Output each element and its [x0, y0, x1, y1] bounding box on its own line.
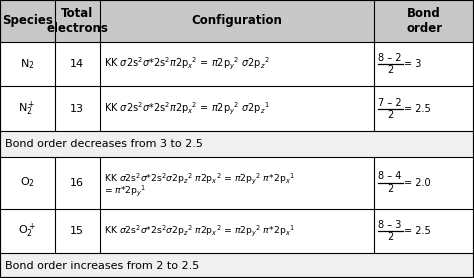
Text: O$_2$: O$_2$	[20, 176, 35, 189]
Bar	[0, 131, 474, 157]
Text: 2: 2	[387, 184, 393, 194]
Text: 7 – 2: 7 – 2	[378, 98, 402, 108]
Text: N$_2$: N$_2$	[20, 57, 35, 71]
Text: KK $\sigma$2s$^2$$\sigma$*2s$^2$$\pi$2p$_x$$^2$ = $\pi$2p$_y$$^2$ $\sigma$2p$_z$: KK $\sigma$2s$^2$$\sigma$*2s$^2$$\pi$2p$…	[104, 101, 270, 117]
Text: = 2.5: = 2.5	[404, 226, 431, 236]
Text: 8 – 4: 8 – 4	[378, 172, 402, 182]
Text: = $\pi$*2p$_y$$^1$: = $\pi$*2p$_y$$^1$	[104, 183, 147, 198]
Bar	[0, 208, 474, 253]
Text: = 3: = 3	[404, 59, 422, 69]
Text: = 2.5: = 2.5	[404, 104, 431, 114]
Bar	[0, 42, 474, 86]
Text: 2: 2	[387, 232, 393, 242]
Bar	[0, 253, 474, 278]
Text: = 2.0: = 2.0	[404, 178, 431, 188]
Text: Bond order decreases from 3 to 2.5: Bond order decreases from 3 to 2.5	[5, 139, 202, 149]
Text: 8 – 2: 8 – 2	[378, 53, 402, 63]
Text: KK $\sigma$2s$^2$$\sigma$*2s$^2$$\sigma$2p$_z$$^2$ $\pi$2p$_x$$^2$ = $\pi$2p$_y$: KK $\sigma$2s$^2$$\sigma$*2s$^2$$\sigma$…	[104, 171, 295, 186]
Text: KK $\sigma$2s$^2$$\sigma$*2s$^2$$\pi$2p$_x$$^2$ = $\pi$2p$_y$$^2$ $\sigma$2p$_z$: KK $\sigma$2s$^2$$\sigma$*2s$^2$$\pi$2p$…	[104, 56, 270, 72]
Text: N$_2^+$: N$_2^+$	[18, 100, 36, 118]
Text: Bond order increases from 2 to 2.5: Bond order increases from 2 to 2.5	[5, 261, 199, 271]
Text: 15: 15	[70, 226, 84, 236]
Text: O$_2^+$: O$_2^+$	[18, 222, 36, 240]
Text: 2: 2	[387, 110, 393, 120]
Text: 14: 14	[70, 59, 84, 69]
Text: 8 – 3: 8 – 3	[378, 220, 402, 230]
Text: 2: 2	[387, 65, 393, 75]
Text: 13: 13	[70, 104, 84, 114]
Bar	[0, 157, 474, 208]
Text: Total
electrons: Total electrons	[46, 7, 108, 35]
Text: Configuration: Configuration	[191, 14, 283, 27]
Bar	[0, 86, 474, 131]
Text: 16: 16	[70, 178, 84, 188]
Text: KK $\sigma$2s$^2$$\sigma$*2s$^2$$\sigma$2p$_z$$^2$ $\pi$2p$_x$$^2$ = $\pi$2p$_y$: KK $\sigma$2s$^2$$\sigma$*2s$^2$$\sigma$…	[104, 224, 295, 238]
Bar	[0, 0, 474, 42]
Text: Bond
order: Bond order	[406, 7, 442, 35]
Text: Species: Species	[2, 14, 53, 27]
